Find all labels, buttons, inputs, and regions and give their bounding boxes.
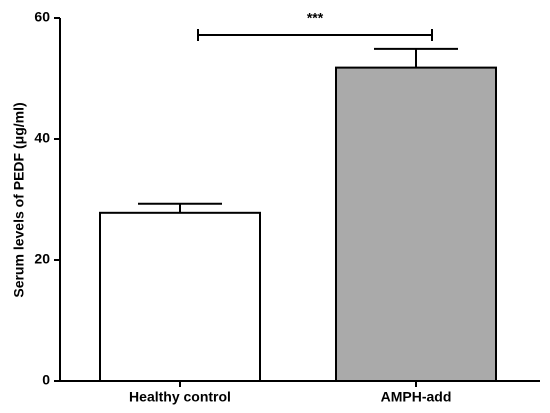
significance-label: ***: [307, 10, 324, 26]
bar: [99, 211, 261, 382]
x-tick-label: AMPH-add: [381, 389, 452, 405]
y-tick-label: 60: [34, 9, 50, 25]
x-tick-label: Healthy control: [129, 389, 231, 405]
y-tick-label: 0: [42, 372, 50, 388]
bar: [335, 66, 497, 383]
y-tick-label: 40: [34, 130, 50, 146]
y-axis-title: Serum levels of PEDF (μg/ml): [11, 102, 27, 297]
y-tick-label: 20: [34, 251, 50, 267]
